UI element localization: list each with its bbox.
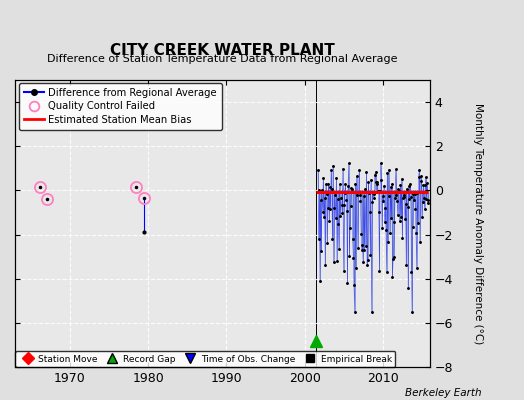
Text: Berkeley Earth: Berkeley Earth bbox=[406, 388, 482, 398]
Y-axis label: Monthly Temperature Anomaly Difference (°C): Monthly Temperature Anomaly Difference (… bbox=[473, 103, 483, 344]
Title: CITY CREEK WATER PLANT: CITY CREEK WATER PLANT bbox=[110, 43, 335, 58]
Text: Difference of Station Temperature Data from Regional Average: Difference of Station Temperature Data f… bbox=[47, 54, 398, 64]
Legend: Station Move, Record Gap, Time of Obs. Change, Empirical Break: Station Move, Record Gap, Time of Obs. C… bbox=[15, 351, 396, 367]
